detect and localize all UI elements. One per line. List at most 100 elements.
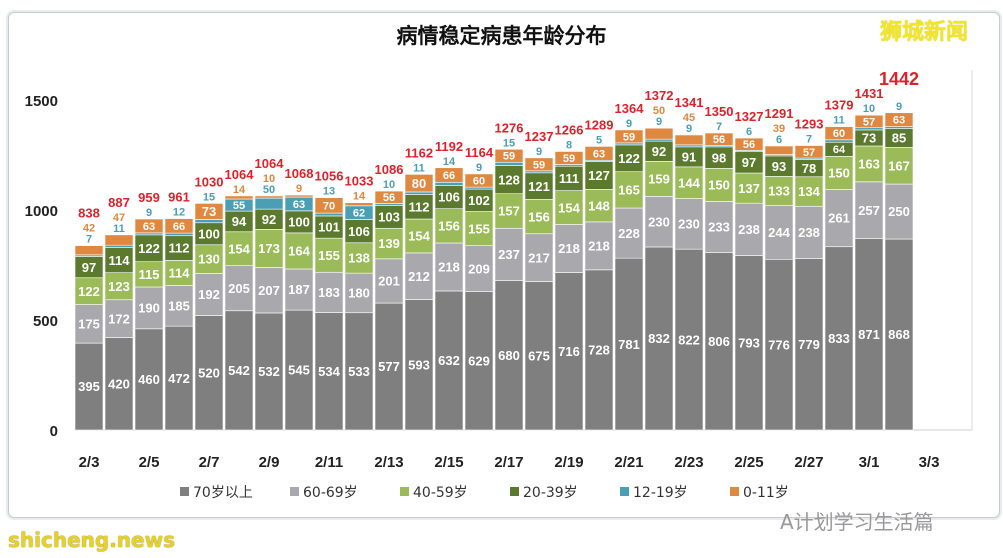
bar-segment-3 (524, 172, 554, 200)
segment-label: 63 (593, 148, 605, 160)
segment-label: 92 (262, 212, 276, 227)
segment-label: 59 (563, 153, 575, 165)
bar-segment-5 (854, 114, 884, 129)
total-label: 887 (108, 195, 130, 210)
segment-label-outside: 15 (503, 137, 515, 149)
watermark-site: shicheng.news (8, 528, 175, 552)
segment-label: 150 (708, 178, 730, 193)
segment-label: 822 (678, 332, 700, 347)
bar-segment-5 (794, 145, 824, 159)
segment-label: 180 (348, 286, 370, 301)
total-label: 1293 (795, 117, 824, 132)
bar-segment-4 (164, 232, 194, 237)
total-label: 1237 (525, 129, 554, 144)
segment-label: 806 (708, 334, 730, 349)
segment-label: 156 (438, 219, 460, 234)
bar-segment-1 (284, 268, 314, 311)
segment-label: 472 (168, 371, 190, 386)
segment-label: 100 (198, 226, 220, 241)
bar-segment-0 (674, 248, 704, 431)
segment-label-outside: 7 (86, 234, 92, 246)
bar-segment-5 (254, 195, 284, 199)
segment-label: 78 (802, 161, 816, 176)
segment-label: 98 (712, 150, 726, 165)
bar-segment-5 (464, 173, 494, 188)
segment-label: 121 (528, 179, 550, 194)
segment-label-outside: 6 (776, 134, 782, 146)
segment-label-outside: 11 (413, 162, 425, 174)
segment-label: 163 (858, 157, 880, 172)
segment-label: 57 (863, 116, 875, 128)
segment-label: 192 (198, 287, 220, 302)
segment-label: 218 (588, 239, 610, 254)
bar-segment-2 (614, 171, 644, 209)
segment-label: 154 (408, 229, 430, 244)
segment-label: 532 (258, 364, 280, 379)
segment-label: 832 (648, 331, 670, 346)
x-tick-label: 2/11 (315, 454, 343, 471)
bar-segment-2 (884, 147, 914, 185)
segment-label: 218 (438, 260, 460, 275)
bar-segment-3 (134, 234, 164, 263)
segment-label-outside: 9 (536, 146, 542, 158)
segment-label: 106 (348, 224, 370, 239)
bar-segment-0 (344, 312, 374, 431)
bar-segment-2 (554, 190, 584, 225)
bar-segment-2 (194, 244, 224, 274)
bar-segment-1 (464, 245, 494, 292)
bar-segment-5 (224, 195, 254, 200)
bar-segment-2 (164, 260, 194, 286)
segment-label: 868 (888, 327, 910, 342)
x-tick-label: 2/9 (259, 454, 280, 471)
segment-label: 155 (318, 248, 340, 263)
segment-label-outside: 11 (113, 223, 125, 235)
legend-label: 12-19岁 (633, 485, 688, 501)
bar-segment-0 (404, 299, 434, 431)
segment-label: 56 (743, 139, 755, 151)
segment-label: 793 (738, 335, 760, 350)
segment-label: 244 (768, 225, 790, 240)
x-tick-label: 2/25 (734, 454, 763, 471)
total-label: 1364 (615, 101, 645, 116)
x-tick-label: 3/3 (919, 454, 940, 471)
bar-segment-5 (74, 245, 104, 256)
segment-label: 233 (708, 220, 730, 235)
segment-label-outside: 11 (833, 115, 845, 127)
segment-label: 201 (378, 274, 400, 289)
segment-label: 238 (798, 225, 820, 240)
segment-label: 190 (138, 301, 160, 316)
x-tick-label: 2/5 (139, 454, 160, 471)
watermark-wechat: A计划学习生活篇 (780, 510, 934, 534)
segment-label: 230 (648, 214, 670, 229)
bar-segment-4 (104, 244, 134, 248)
segment-label-outside: 39 (773, 123, 785, 135)
bar-segment-2 (344, 242, 374, 274)
bar-segment-0 (824, 246, 854, 431)
segment-label: 114 (169, 266, 191, 281)
y-tick-label: 0 (50, 423, 58, 440)
segment-label: 91 (682, 150, 696, 165)
segment-label: 209 (468, 261, 490, 276)
bar-segment-5 (404, 174, 434, 193)
x-tick-label: 2/27 (794, 454, 823, 471)
total-label: 959 (138, 190, 160, 205)
bar-segment-5 (524, 157, 554, 172)
segment-label: 779 (798, 337, 820, 352)
bar-segment-5 (434, 167, 464, 183)
total-label: 1442 (879, 69, 919, 89)
total-label: 1327 (735, 109, 764, 124)
segment-label: 94 (232, 214, 247, 229)
legend-label: 40-59岁 (413, 485, 468, 501)
bar-segment-3 (164, 235, 194, 261)
segment-label: 56 (713, 134, 725, 146)
segment-label: 63 (293, 199, 305, 211)
segment-label-outside: 9 (146, 207, 152, 219)
segment-label: 183 (318, 285, 340, 300)
segment-label: 212 (408, 269, 430, 284)
segment-label: 164 (288, 244, 310, 259)
segment-label: 122 (78, 284, 100, 299)
x-tick-label: 2/17 (494, 454, 523, 471)
segment-label: 781 (618, 337, 640, 352)
total-label: 1086 (375, 162, 404, 177)
